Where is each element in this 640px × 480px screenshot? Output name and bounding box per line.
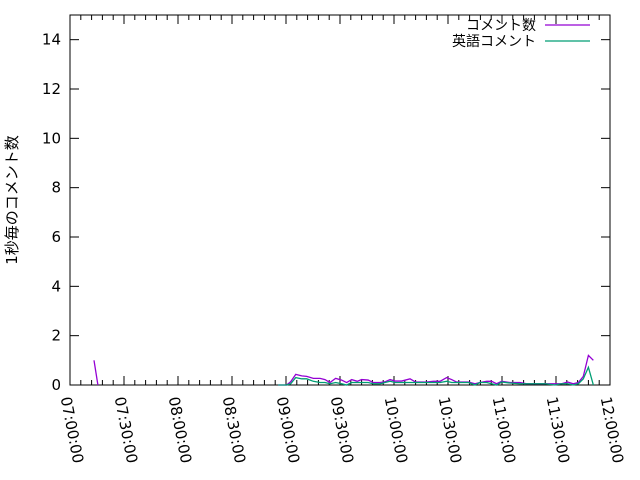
legend-label-0: コメント数 — [466, 18, 536, 34]
y-tick-label: 14 — [42, 31, 61, 49]
x-tick-label: 11:30:00 — [543, 395, 574, 465]
series-group — [93, 354, 594, 386]
y-axis-label: 1秒毎のコメント数 — [3, 135, 21, 265]
x-tick-label: 07:30:00 — [111, 395, 142, 465]
x-tick-label: 08:30:00 — [219, 395, 250, 465]
x-tick-label: 10:00:00 — [381, 395, 412, 465]
y-tick-label: 10 — [42, 129, 61, 147]
y-tick-label: 6 — [51, 228, 61, 246]
x-tick-label: 09:30:00 — [327, 395, 358, 465]
x-tick-label: 10:30:00 — [435, 395, 466, 465]
y-tick-label: 12 — [42, 80, 61, 98]
series-line-0 — [278, 354, 594, 386]
series-line-1 — [278, 365, 594, 386]
legend-label-1: 英語コメント — [452, 33, 536, 50]
x-tick-label: 11:00:00 — [489, 395, 520, 465]
y-tick-label: 4 — [51, 277, 61, 295]
y-tick-label: 0 — [51, 376, 61, 394]
y-tick-label: 2 — [51, 327, 61, 345]
axes: 07:00:00 07:30:00 08:00:00 08:30:00 09:00:00… — [42, 14, 628, 465]
legend: コメント数 英語コメント — [452, 18, 590, 50]
plot-border — [69, 14, 611, 386]
series-line-0 — [93, 360, 99, 386]
x-tick-label: 08:00:00 — [165, 395, 196, 465]
x-tick-label: 09:00:00 — [273, 395, 304, 465]
x-tick-label: 12:00:00 — [597, 395, 628, 465]
x-tick-label: 07:00:00 — [57, 395, 88, 465]
y-tick-label: 8 — [51, 179, 61, 197]
